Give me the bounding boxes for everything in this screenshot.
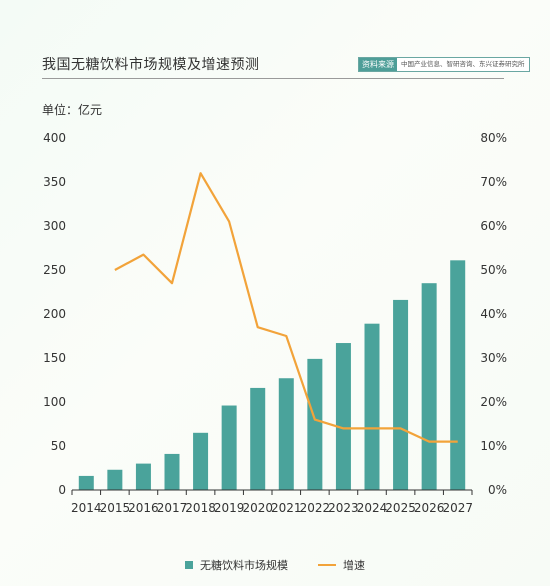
legend-bar-label: 无糖饮料市场规模 — [200, 559, 288, 572]
y2-tick-label: 30% — [480, 351, 507, 365]
y2-tick-label: 60% — [480, 219, 507, 233]
y-tick-label: 0 — [58, 483, 66, 497]
y-tick-label: 100 — [43, 395, 66, 409]
x-tick-label: 2017 — [157, 501, 188, 515]
x-tick-label: 2019 — [214, 501, 245, 515]
y2-tick-label: 80% — [480, 131, 507, 145]
bar-2026 — [421, 283, 437, 490]
growth-line — [114, 172, 458, 443]
y2-tick-label: 50% — [480, 263, 507, 277]
source-box: 资料来源 中国产业信息、智研咨询、东兴证券研究所 — [358, 57, 530, 72]
bar-2020 — [250, 387, 266, 490]
bar-2014 — [78, 475, 94, 490]
x-tick-label: 2025 — [385, 501, 416, 515]
legend-line-swatch — [318, 564, 336, 566]
x-tick-label: 2018 — [185, 501, 216, 515]
legend-bar-swatch — [185, 561, 193, 569]
x-tick-label: 2015 — [100, 501, 131, 515]
x-tick-label: 2027 — [442, 501, 473, 515]
title-divider — [42, 78, 504, 79]
y-tick-label: 250 — [43, 263, 66, 277]
bar-2022 — [307, 358, 323, 490]
legend-line-label: 增速 — [343, 559, 365, 572]
chart-title: 我国无糖饮料市场规模及增速预测 — [42, 57, 260, 73]
bar-2019 — [221, 405, 237, 490]
bar-2015 — [107, 469, 123, 490]
y2-tick-label: 0% — [488, 483, 507, 497]
bar-2027 — [450, 260, 466, 490]
source-text: 中国产业信息、智研咨询、东兴证券研究所 — [401, 60, 525, 68]
x-tick-label: 2021 — [271, 501, 302, 515]
bar-2023 — [335, 343, 351, 490]
x-tick-label: 2026 — [414, 501, 445, 515]
x-tick-label: 2020 — [242, 501, 273, 515]
y-tick-label: 200 — [43, 307, 66, 321]
unit-label: 单位：亿元 — [42, 103, 103, 117]
source-tag: 资料来源 — [359, 58, 397, 71]
bar-2016 — [135, 463, 151, 490]
bar-2017 — [164, 453, 180, 490]
y2-tick-label: 40% — [480, 307, 507, 321]
x-tick-label: 2023 — [328, 501, 359, 515]
bar-2024 — [364, 323, 380, 490]
y2-tick-label: 10% — [480, 439, 507, 453]
x-tick-label: 2016 — [128, 501, 159, 515]
x-tick-label: 2014 — [71, 501, 102, 515]
y2-tick-label: 70% — [480, 175, 507, 189]
y-tick-label: 300 — [43, 219, 66, 233]
bar-2018 — [193, 432, 209, 490]
y-tick-label: 50 — [51, 439, 66, 453]
y-tick-label: 400 — [43, 131, 66, 145]
x-tick-label: 2024 — [357, 501, 388, 515]
y-tick-label: 150 — [43, 351, 66, 365]
legend-item-bar: 无糖饮料市场规模 — [185, 557, 288, 573]
y-tick-label: 350 — [43, 175, 66, 189]
y2-tick-label: 20% — [480, 395, 507, 409]
bar-2021 — [278, 378, 294, 490]
legend-item-line: 增速 — [318, 557, 365, 573]
x-tick-label: 2022 — [300, 501, 331, 515]
bar-2025 — [393, 299, 409, 490]
legend: 无糖饮料市场规模 增速 — [0, 557, 550, 573]
